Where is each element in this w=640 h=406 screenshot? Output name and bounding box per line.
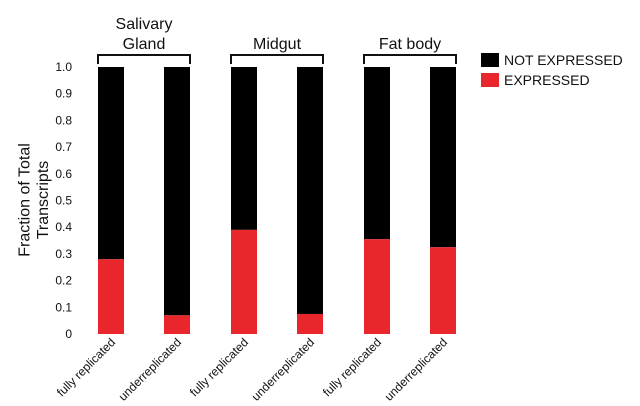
bar-expressed	[297, 313, 323, 334]
bars	[98, 67, 456, 334]
y-axis-title-line: Transcripts	[35, 161, 52, 240]
legend-swatch	[481, 53, 499, 67]
group-label: Salivary	[116, 16, 173, 33]
y-tick-label: 0.2	[55, 274, 72, 288]
y-axis-title-line: Fraction of Total	[17, 143, 34, 257]
bar-expressed	[430, 247, 456, 334]
y-axis-ticks: 0 0.1 0.2 0.3 0.4 0.5 0.6 0.7 0.8 0.9 1.0	[55, 60, 72, 341]
y-tick-label: 0.5	[55, 194, 72, 208]
group-brackets: Salivary Gland Midgut Fat body	[97, 16, 457, 64]
group-bracket	[97, 54, 191, 64]
category-label: fully replicated	[320, 335, 384, 399]
y-axis-title: Fraction of TotalTranscripts	[17, 143, 52, 257]
y-tick-label: 0.1	[55, 300, 72, 314]
bar-not-expressed	[98, 67, 124, 260]
y-tick-label: 0.3	[55, 247, 72, 261]
bar-not-expressed	[164, 67, 190, 316]
bar-expressed	[231, 229, 257, 334]
group-bracket	[230, 54, 324, 64]
y-tick-label: 0.6	[55, 167, 72, 181]
group-label: Gland	[123, 36, 166, 53]
bar-expressed	[98, 259, 124, 334]
group-label: Fat body	[379, 36, 441, 53]
y-tick-label: 0	[65, 327, 72, 341]
bar-not-expressed	[297, 67, 323, 314]
legend-swatch	[481, 73, 499, 87]
category-label: underreplicated	[116, 335, 184, 403]
legend: NOT EXPRESSED EXPRESSED	[481, 52, 623, 88]
bar-expressed	[364, 239, 390, 334]
bar-not-expressed	[364, 67, 390, 240]
category-label: underreplicated	[382, 335, 450, 403]
category-label: underreplicated	[249, 335, 317, 403]
group-label: Midgut	[253, 36, 302, 53]
y-tick-label: 0.8	[55, 113, 72, 127]
y-tick-label: 1.0	[55, 60, 72, 74]
y-tick-label: 0.4	[55, 220, 72, 234]
group-bracket	[363, 54, 457, 64]
bar-not-expressed	[430, 67, 456, 248]
y-tick-label: 0.7	[55, 140, 72, 154]
legend-label: EXPRESSED	[504, 72, 590, 88]
y-tick-label: 0.9	[55, 87, 72, 101]
category-label: fully replicated	[54, 335, 118, 399]
bar-expressed	[164, 315, 190, 334]
legend-label: NOT EXPRESSED	[504, 52, 623, 68]
bar-not-expressed	[231, 67, 257, 230]
category-label: fully replicated	[187, 335, 251, 399]
